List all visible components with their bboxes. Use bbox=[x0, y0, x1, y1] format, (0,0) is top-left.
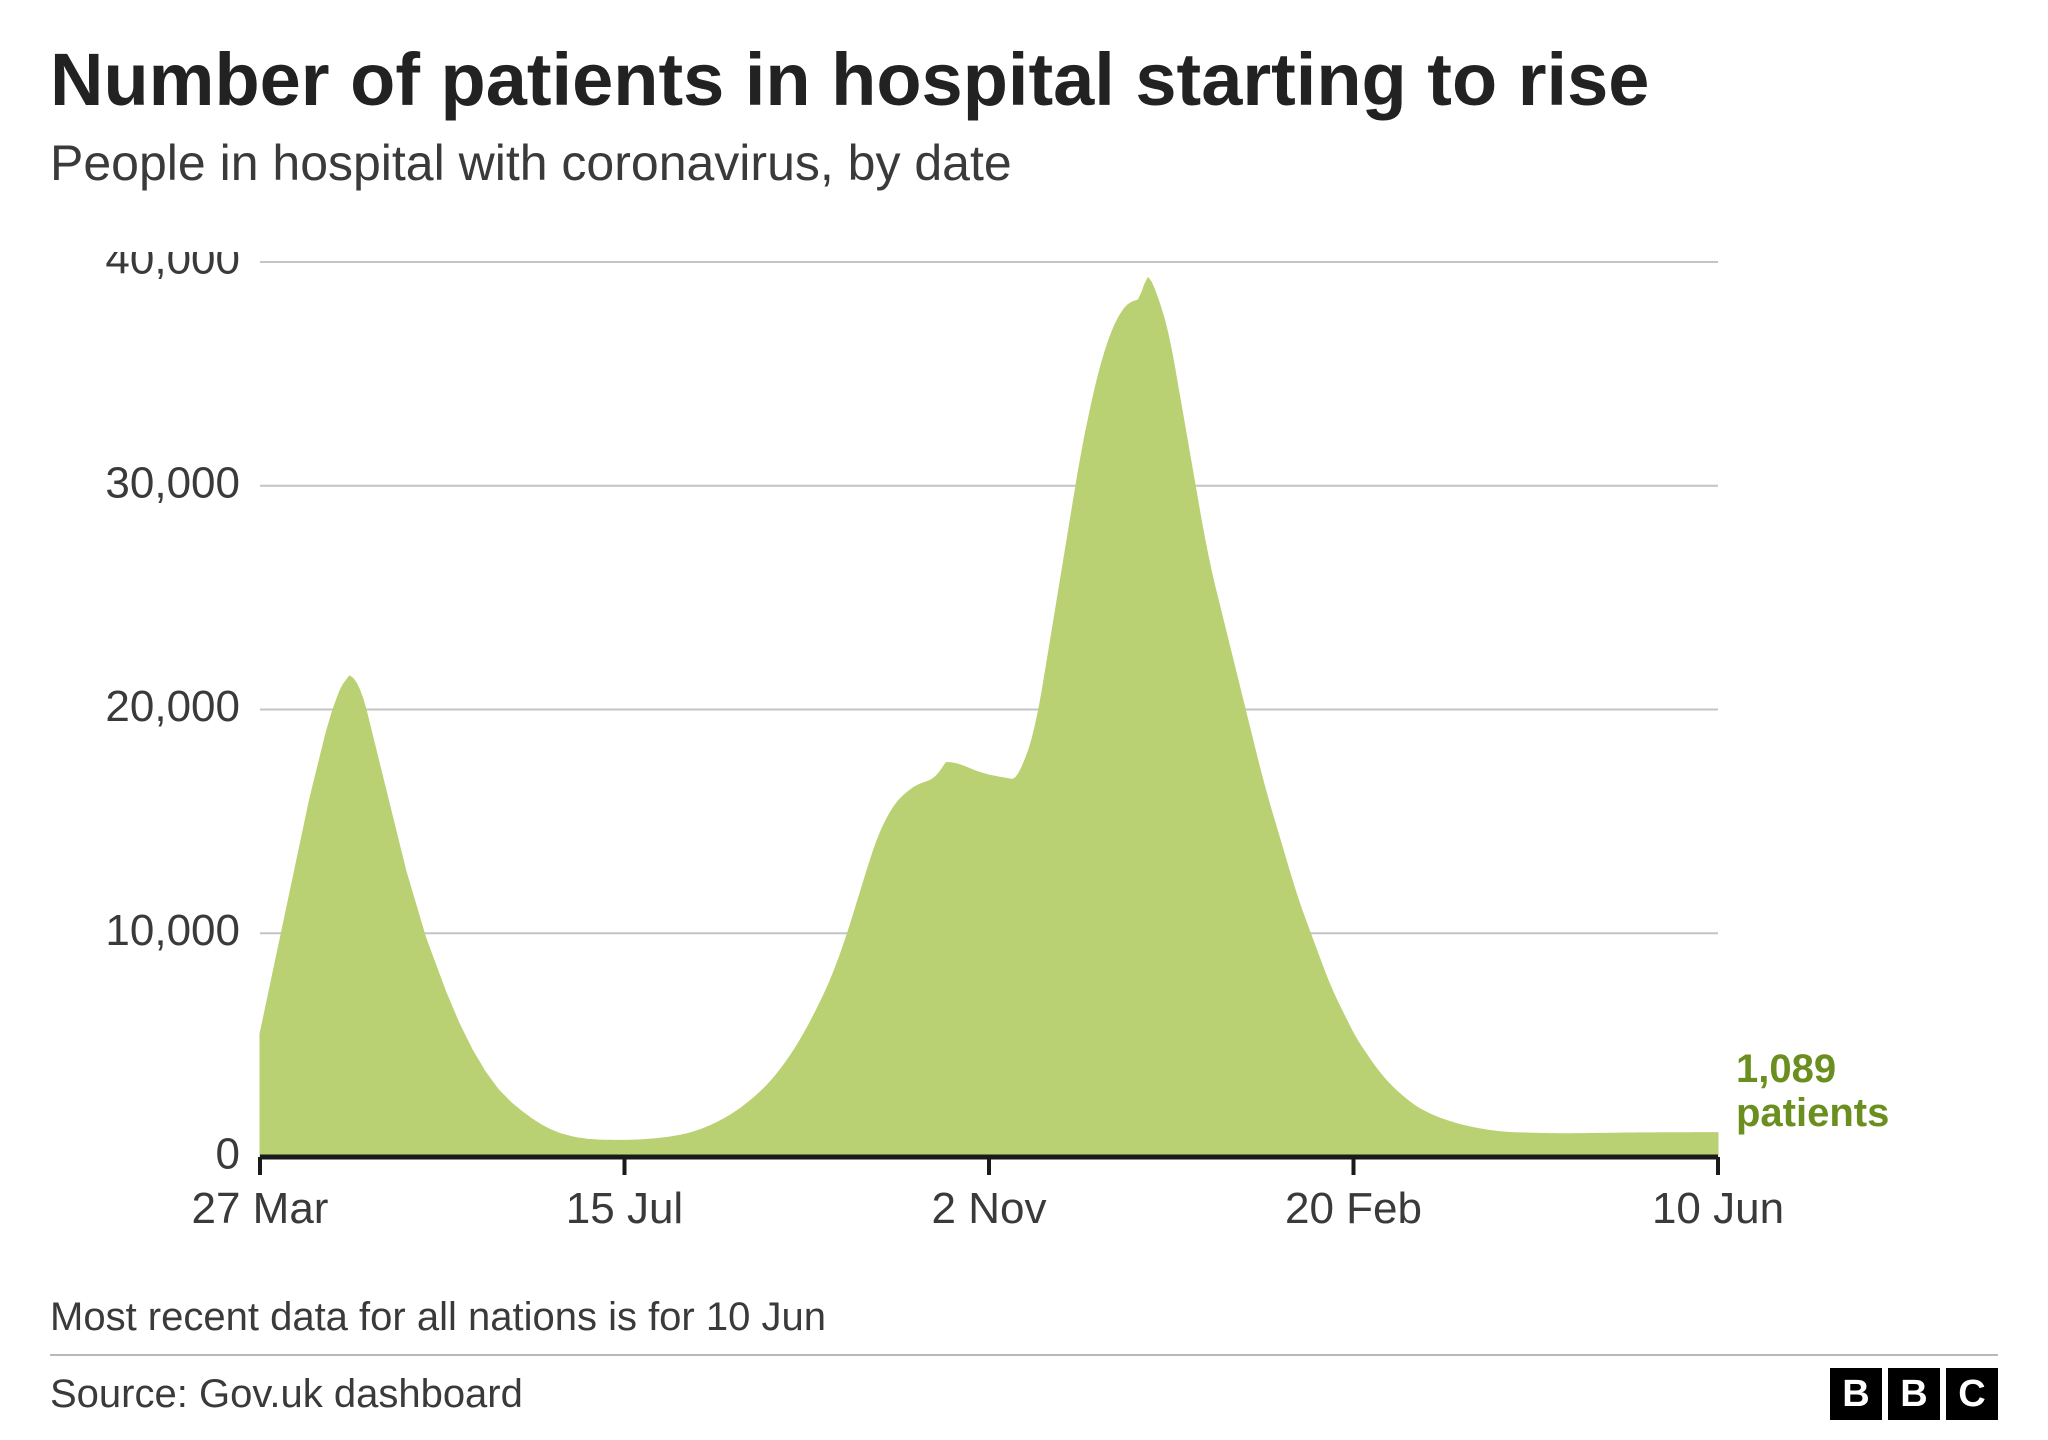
x-tick-label: 10 Jun bbox=[1652, 1184, 1784, 1233]
y-tick-label: 30,000 bbox=[105, 458, 240, 507]
x-tick-label: 20 Feb bbox=[1285, 1184, 1422, 1233]
bbc-logo-c: C bbox=[1946, 1368, 1998, 1420]
y-tick-label: 20,000 bbox=[105, 682, 240, 731]
chart-subtitle: People in hospital with coronavirus, by … bbox=[50, 134, 1998, 192]
y-tick-label: 0 bbox=[216, 1130, 240, 1179]
callout-value: 1,089 bbox=[1736, 1047, 1889, 1091]
y-tick-label: 40,000 bbox=[105, 252, 240, 284]
x-tick-label: 27 Mar bbox=[192, 1184, 329, 1233]
x-tick-label: 2 Nov bbox=[932, 1184, 1047, 1233]
y-tick-label: 10,000 bbox=[105, 906, 240, 955]
chart-area: 0 10,000 20,000 30,000 40,000 27 Mar 15 Jul 2 N… bbox=[50, 252, 1978, 1267]
chart-note: Most recent data for all nations is for … bbox=[50, 1295, 1998, 1340]
x-tick-label: 15 Jul bbox=[566, 1184, 683, 1233]
chart-svg: 0 10,000 20,000 30,000 40,000 27 Mar 15 Jul 2 N… bbox=[50, 252, 1978, 1267]
latest-value-callout: 1,089 patients bbox=[1736, 1047, 1889, 1135]
bbc-logo-b2: B bbox=[1888, 1368, 1940, 1420]
source-text: Source: Gov.uk dashboard bbox=[50, 1372, 523, 1417]
data-area bbox=[260, 278, 1718, 1157]
chart-title: Number of patients in hospital starting … bbox=[50, 40, 1998, 120]
callout-label: patients bbox=[1736, 1091, 1889, 1135]
bbc-logo: B B C bbox=[1830, 1368, 1998, 1420]
bbc-logo-b1: B bbox=[1830, 1368, 1882, 1420]
